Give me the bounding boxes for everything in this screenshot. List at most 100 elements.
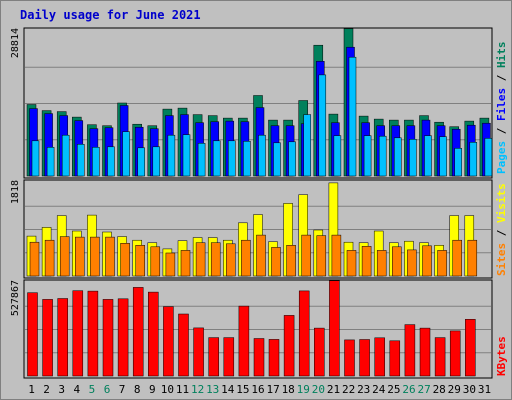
bar-pages-day-25 xyxy=(394,137,402,177)
bar-pages-day-21 xyxy=(333,135,342,177)
x-tick-day-21: 21 xyxy=(327,383,340,396)
bar-pages-day-20 xyxy=(318,74,327,177)
bar-sites-day-11 xyxy=(180,250,191,277)
bar-pages-day-31 xyxy=(484,138,493,177)
x-tick-day-12: 12 xyxy=(191,383,204,396)
x-tick-day-19: 19 xyxy=(297,383,310,396)
bar-pages-day-30 xyxy=(469,142,478,177)
bar-pages-day-14 xyxy=(228,140,236,177)
legend-part-1-2: Visits xyxy=(495,183,508,223)
bar-pages-day-8 xyxy=(137,147,145,177)
chart-marks xyxy=(25,28,493,377)
bar-pages-day-18 xyxy=(288,141,296,177)
chart-title: Daily usage for June 2021 xyxy=(20,8,201,22)
legend-part-0-0: Pages xyxy=(495,141,508,174)
bar-pages-day-7 xyxy=(122,131,130,177)
bar-kbytes-day-12 xyxy=(193,327,204,377)
bar-kbytes-day-21 xyxy=(329,280,340,377)
x-tick-day-11: 11 xyxy=(176,383,189,396)
bar-sites-day-26 xyxy=(407,249,417,277)
x-tick-day-28: 28 xyxy=(433,383,446,396)
bar-pages-day-23 xyxy=(363,135,372,177)
legend-part-0-3: / xyxy=(495,68,508,88)
bar-kbytes-day-6 xyxy=(102,299,114,377)
legend-part-0-2: Files xyxy=(495,88,508,121)
bar-pages-day-24 xyxy=(378,135,387,177)
x-tick-day-26: 26 xyxy=(402,383,415,396)
bar-sites-day-3 xyxy=(59,236,70,277)
bar-pages-day-28 xyxy=(439,136,447,177)
bar-sites-day-19 xyxy=(301,234,311,277)
bar-kbytes-day-19 xyxy=(298,290,310,377)
x-tick-day-13: 13 xyxy=(206,383,219,396)
x-tick-day-5: 5 xyxy=(89,383,96,396)
bar-pages-day-6 xyxy=(107,146,115,177)
x-tick-day-29: 29 xyxy=(448,383,461,396)
bar-sites-day-5 xyxy=(90,236,100,277)
bar-sites-day-10 xyxy=(165,252,176,277)
bar-kbytes-day-15 xyxy=(238,305,250,377)
bar-kbytes-day-27 xyxy=(419,327,431,377)
bar-pages-day-5 xyxy=(92,147,100,177)
bar-pages-day-27 xyxy=(424,135,432,177)
bar-sites-day-4 xyxy=(75,236,85,277)
bar-pages-day-19 xyxy=(303,114,311,177)
bar-sites-day-8 xyxy=(135,245,145,277)
x-tick-day-30: 30 xyxy=(463,383,476,396)
legend-kbytes: KBytes xyxy=(495,336,508,376)
x-tick-day-27: 27 xyxy=(417,383,430,396)
bar-kbytes-day-28 xyxy=(434,337,446,377)
x-tick-day-7: 7 xyxy=(119,383,126,396)
bar-pages-day-16 xyxy=(258,134,266,177)
bar-pages-day-15 xyxy=(243,141,251,177)
x-tick-day-22: 22 xyxy=(342,383,355,396)
bar-pages-day-29 xyxy=(454,148,462,177)
bar-kbytes-day-17 xyxy=(268,339,280,377)
legend-part-1-0: Sites xyxy=(495,243,508,276)
bar-kbytes-day-23 xyxy=(359,339,370,377)
x-tick-day-23: 23 xyxy=(357,383,370,396)
x-tick-day-8: 8 xyxy=(134,383,141,396)
bar-kbytes-day-13 xyxy=(208,337,219,377)
bar-kbytes-day-18 xyxy=(283,315,295,377)
bar-pages-day-1 xyxy=(31,140,40,177)
legend-pages-files-hits: Pages / Files / Hits xyxy=(495,42,508,175)
bar-pages-day-4 xyxy=(77,144,85,177)
bar-sites-day-16 xyxy=(256,234,266,277)
bar-sites-day-18 xyxy=(286,245,296,277)
bar-pages-day-9 xyxy=(152,146,161,177)
bar-sites-day-14 xyxy=(226,243,236,277)
bar-sites-day-24 xyxy=(376,250,387,277)
bar-sites-day-6 xyxy=(105,236,115,277)
ymax-kbytes-label: 527867 xyxy=(10,280,21,316)
x-tick-day-14: 14 xyxy=(221,383,235,396)
bar-sites-day-27 xyxy=(422,245,432,277)
bar-kbytes-day-22 xyxy=(344,339,355,377)
ymax-hits-label: 28814 xyxy=(10,28,21,58)
bar-kbytes-day-16 xyxy=(253,338,265,377)
bar-sites-day-9 xyxy=(150,246,161,277)
legend-part-0-1: / xyxy=(495,121,508,141)
bar-sites-day-13 xyxy=(210,242,221,277)
bar-kbytes-day-1 xyxy=(27,292,38,377)
x-tick-day-9: 9 xyxy=(149,383,156,396)
bar-kbytes-day-9 xyxy=(148,291,159,377)
bar-kbytes-day-26 xyxy=(404,324,416,377)
bar-pages-day-12 xyxy=(197,143,206,177)
bar-kbytes-day-5 xyxy=(87,290,99,377)
legend-sites-visits: Sites / Visits xyxy=(495,183,508,276)
x-tick-day-20: 20 xyxy=(312,383,325,396)
legend-part-0-4: Hits xyxy=(495,42,508,69)
bar-sites-day-29 xyxy=(452,239,462,277)
bar-sites-day-28 xyxy=(437,250,447,277)
x-tick-day-16: 16 xyxy=(251,383,264,396)
x-tick-day-2: 2 xyxy=(43,383,50,396)
x-axis-day-labels: 1 2 3 4 5 6 7 8 9 10 11 12 13 14 15 16 17 18 19 20 21 22 23 24 2… xyxy=(28,383,491,396)
legend-part-1-1: / xyxy=(495,223,508,243)
x-tick-day-31: 31 xyxy=(478,383,491,396)
ymax-visits-label: 1818 xyxy=(10,180,21,204)
bar-sites-day-15 xyxy=(241,239,251,277)
bar-sites-day-17 xyxy=(271,247,281,277)
